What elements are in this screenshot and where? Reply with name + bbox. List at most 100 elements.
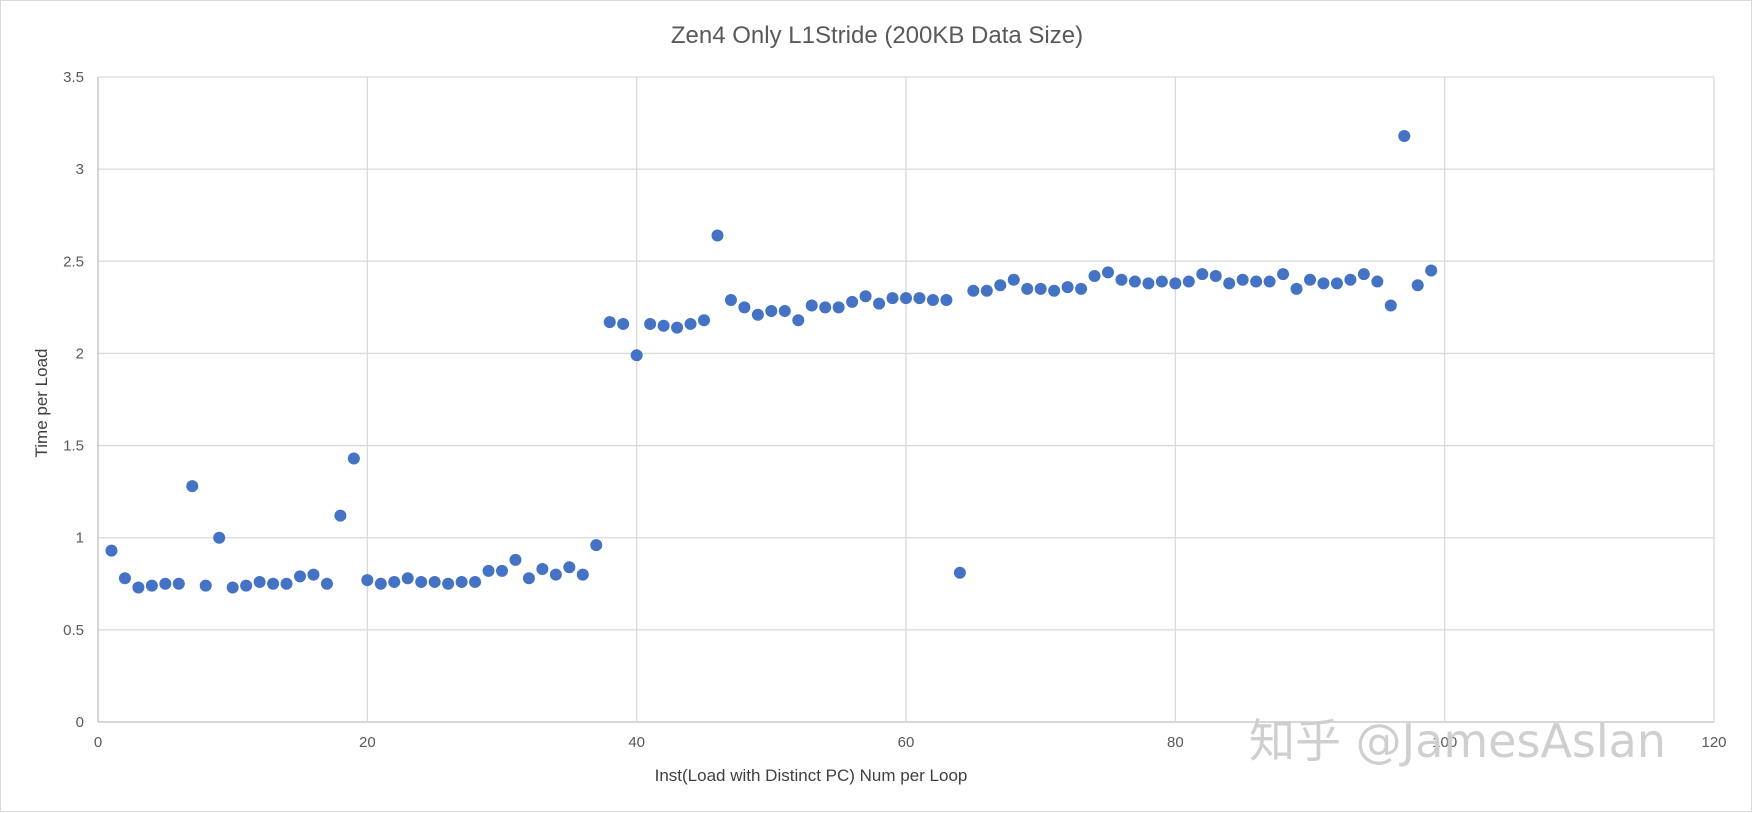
data-point bbox=[724, 293, 737, 306]
data-point bbox=[1330, 277, 1343, 290]
data-point bbox=[267, 577, 280, 590]
data-point bbox=[536, 563, 549, 576]
data-point bbox=[240, 579, 253, 592]
data-point bbox=[873, 297, 886, 310]
x-tick-label: 40 bbox=[628, 734, 645, 751]
data-point bbox=[334, 509, 347, 522]
data-point bbox=[1304, 273, 1316, 286]
data-point bbox=[1021, 282, 1034, 295]
y-tick-label: 1 bbox=[76, 530, 84, 547]
data-point bbox=[1182, 275, 1195, 288]
data-point bbox=[1088, 270, 1101, 283]
data-point bbox=[307, 568, 320, 581]
data-point bbox=[1384, 299, 1397, 312]
data-point bbox=[1290, 282, 1303, 295]
data-point bbox=[711, 229, 724, 242]
data-point bbox=[926, 293, 939, 306]
y-tick-label: 2.5 bbox=[63, 253, 84, 270]
data-point bbox=[509, 553, 522, 566]
data-point bbox=[994, 279, 1007, 292]
data-point bbox=[280, 577, 293, 590]
data-point bbox=[1075, 282, 1088, 295]
data-point bbox=[630, 349, 643, 362]
y-tick-label: 0 bbox=[76, 714, 84, 731]
data-point bbox=[374, 577, 387, 590]
data-point bbox=[644, 317, 657, 330]
data-point bbox=[1277, 268, 1290, 281]
data-point bbox=[253, 575, 266, 588]
data-point bbox=[1317, 277, 1330, 290]
data-point bbox=[442, 577, 455, 590]
data-point bbox=[132, 581, 145, 594]
data-point bbox=[1007, 273, 1020, 286]
data-point bbox=[751, 308, 764, 321]
data-point bbox=[819, 301, 832, 314]
data-point bbox=[1102, 266, 1114, 279]
watermark: 知乎 @JamesAslan bbox=[1249, 714, 1666, 768]
data-point bbox=[1115, 273, 1128, 286]
data-point bbox=[1371, 275, 1384, 288]
data-point bbox=[172, 577, 185, 590]
data-point bbox=[859, 290, 872, 303]
data-point bbox=[226, 581, 239, 594]
data-point bbox=[617, 317, 630, 330]
data-point bbox=[186, 480, 199, 493]
data-point bbox=[967, 284, 980, 297]
data-point bbox=[900, 292, 912, 305]
data-point bbox=[1263, 275, 1276, 288]
data-point bbox=[576, 568, 589, 581]
data-point bbox=[496, 564, 508, 577]
data-point bbox=[105, 544, 118, 557]
data-point bbox=[805, 299, 818, 312]
data-point bbox=[1344, 273, 1357, 286]
data-point bbox=[590, 539, 603, 552]
data-point bbox=[415, 575, 428, 588]
data-point bbox=[913, 292, 926, 305]
data-point bbox=[657, 319, 670, 332]
data-point bbox=[469, 575, 482, 588]
data-point bbox=[1048, 284, 1061, 297]
tick-labels: 0 0.5 1 1.5 2 2.5 3 3.5 0 20 40 60 80 100 120 bbox=[63, 69, 1726, 751]
data-point bbox=[1411, 279, 1424, 292]
data-point bbox=[1209, 270, 1222, 283]
data-point bbox=[347, 452, 360, 465]
data-point bbox=[549, 568, 562, 581]
data-point bbox=[1398, 129, 1411, 142]
data-point bbox=[388, 575, 401, 588]
x-tick-label: 20 bbox=[359, 734, 376, 751]
data-point bbox=[1142, 277, 1155, 290]
data-point bbox=[213, 531, 226, 544]
data-point bbox=[118, 572, 131, 585]
y-tick-label: 2 bbox=[76, 345, 84, 362]
data-point bbox=[738, 301, 751, 314]
data-point bbox=[1155, 275, 1168, 288]
data-point bbox=[1357, 268, 1370, 281]
data-point bbox=[428, 575, 441, 588]
data-point bbox=[832, 301, 845, 314]
data-point bbox=[765, 305, 778, 318]
y-tick-label: 3 bbox=[76, 161, 84, 178]
data-point bbox=[1061, 281, 1074, 294]
data-point bbox=[1425, 264, 1438, 277]
x-tick-label: 100 bbox=[1432, 734, 1457, 751]
data-point bbox=[199, 579, 212, 592]
data-point bbox=[522, 572, 535, 585]
data-point bbox=[145, 579, 158, 592]
data-point bbox=[401, 572, 414, 585]
data-point bbox=[603, 316, 616, 329]
data-point bbox=[1034, 282, 1047, 295]
y-tick-label: 1.5 bbox=[63, 438, 84, 455]
data-point bbox=[1236, 273, 1249, 286]
x-tick-label: 0 bbox=[94, 734, 102, 751]
data-point bbox=[455, 575, 468, 588]
chart-title: Zen4 Only L1Stride (200KB Data Size) bbox=[671, 22, 1083, 49]
data-point bbox=[361, 574, 374, 587]
data-point bbox=[698, 314, 710, 327]
data-point bbox=[1223, 277, 1236, 290]
x-tick-label: 60 bbox=[898, 734, 915, 751]
data-points bbox=[105, 129, 1438, 594]
data-point bbox=[953, 566, 966, 579]
data-point bbox=[1250, 275, 1263, 288]
